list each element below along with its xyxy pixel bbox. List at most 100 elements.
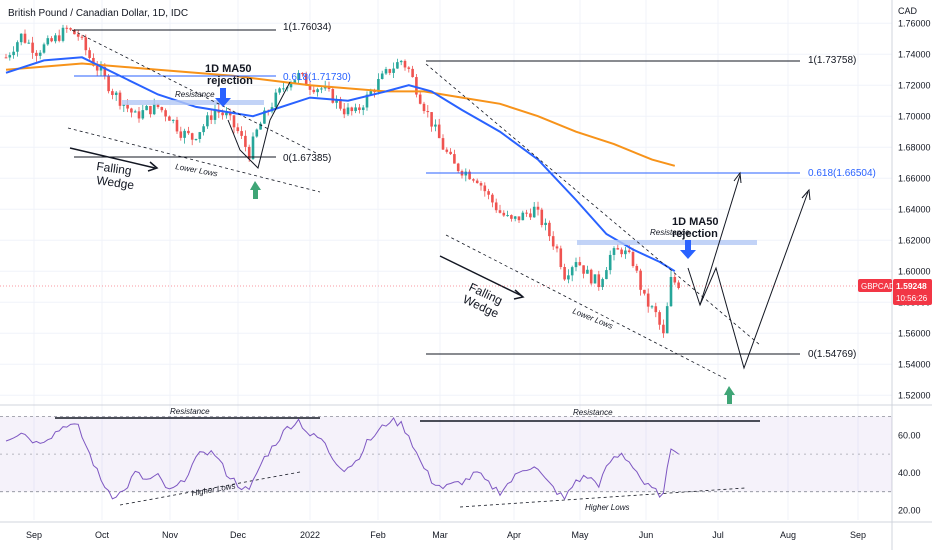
- candle-body: [133, 111, 137, 113]
- candle-body: [107, 75, 110, 92]
- time-axis: Sep Oct Nov Dec 2022 Feb Mar Apr May Jun Jul Aug Sep: [26, 530, 866, 540]
- resistance-2-label: Resistance: [650, 228, 690, 237]
- candle-body: [399, 60, 403, 63]
- candle-body: [160, 107, 164, 111]
- candle-body: [95, 65, 99, 71]
- ma50-rejection-1-line2: rejection: [207, 75, 253, 87]
- candle-body: [141, 110, 145, 119]
- candle-body: [521, 212, 525, 221]
- time-tick: Aug: [780, 530, 796, 540]
- buy-arrow-1: [250, 181, 261, 199]
- ma50-rejection-1-line1: 1D MA50: [205, 63, 251, 75]
- candle-body: [654, 306, 658, 313]
- candle-body: [620, 249, 623, 255]
- candle-body: [301, 72, 304, 75]
- wedge1-arrow: [69, 147, 156, 169]
- candle-body: [532, 206, 536, 218]
- rsi-tick: 20.00: [898, 506, 921, 516]
- candle-body: [449, 151, 452, 155]
- candle-body: [126, 104, 129, 109]
- candle-body: [293, 80, 297, 84]
- candle-body: [198, 132, 202, 139]
- candle-body: [8, 55, 12, 58]
- candle-body: [525, 212, 528, 214]
- candle-body: [175, 119, 179, 132]
- candle-body: [472, 179, 475, 181]
- candle-body: [244, 135, 247, 147]
- candle-body: [601, 279, 604, 288]
- candle-body: [646, 293, 650, 307]
- resistance-zone-1: [122, 100, 264, 105]
- candle-body: [251, 136, 255, 160]
- candle-body: [582, 265, 585, 274]
- time-tick: Oct: [95, 530, 110, 540]
- time-tick: Jul: [712, 530, 724, 540]
- candle-body: [350, 107, 354, 112]
- price-tick: 1.56000: [898, 328, 931, 338]
- candle-body: [593, 274, 597, 284]
- candle-body: [605, 270, 608, 280]
- candle-body: [502, 212, 506, 216]
- candle-body: [430, 112, 433, 127]
- candle-body: [510, 215, 513, 219]
- resistance-1-label: Resistance: [175, 90, 215, 99]
- projection-2b: [699, 174, 741, 306]
- wedge2-lower: [445, 234, 729, 381]
- candle-body: [65, 27, 69, 29]
- candle-body: [316, 89, 319, 93]
- candle-body: [650, 306, 654, 308]
- candle-body: [555, 246, 559, 249]
- wedge1-upper: [71, 29, 321, 156]
- candle-body: [411, 68, 414, 78]
- candle-body: [274, 92, 278, 108]
- candle-body: [69, 28, 72, 30]
- candle-body: [441, 138, 445, 150]
- projection-2: [687, 191, 809, 370]
- candle-body: [658, 312, 661, 325]
- candle-body: [673, 276, 677, 283]
- time-tick: Sep: [26, 530, 42, 540]
- chart-title: British Pound / Canadian Dollar, 1D, IDC: [8, 8, 189, 19]
- rsi-tick: 60.00: [898, 430, 921, 440]
- candle-body: [61, 27, 65, 41]
- candle-body: [221, 112, 224, 116]
- moving-averages: [5, 56, 676, 273]
- candle-body: [289, 83, 293, 88]
- time-tick: Nov: [162, 530, 179, 540]
- candle-body: [551, 236, 555, 247]
- candle-body: [320, 88, 323, 90]
- candle-body: [392, 68, 395, 73]
- candle-body: [377, 79, 380, 92]
- candle-body: [331, 89, 335, 103]
- candle-body: [282, 88, 285, 90]
- buy-arrow-2: [724, 386, 735, 404]
- candle-body: [194, 138, 198, 140]
- candle-body: [567, 275, 570, 280]
- falling-wedge-1-line1: Falling: [96, 159, 133, 178]
- candle-body: [578, 262, 582, 266]
- fib1-top-label: 1(1.76034): [283, 22, 331, 33]
- candle-body: [643, 289, 646, 294]
- price-tick: 1.68000: [898, 142, 931, 152]
- candle-body: [76, 34, 80, 37]
- price-tick: 1.54000: [898, 359, 931, 369]
- candle-body: [84, 37, 88, 51]
- candle-body: [88, 50, 91, 58]
- candle-body: [118, 92, 122, 106]
- ma200-line: [5, 62, 676, 167]
- fib2-top-label: 1(1.73758): [808, 55, 856, 66]
- candle-body: [346, 107, 350, 115]
- candle-body: [225, 112, 228, 116]
- candle-body: [202, 126, 205, 133]
- candle-body: [396, 62, 399, 69]
- candle-body: [403, 60, 407, 68]
- candle-body: [312, 89, 316, 93]
- candle-body: [164, 110, 167, 117]
- candle-body: [19, 33, 23, 43]
- candle-body: [31, 42, 34, 53]
- candle-body: [156, 103, 160, 108]
- candle-body: [475, 180, 479, 184]
- time-tick: Sep: [850, 530, 866, 540]
- higher-lows-2-label: Higher Lows: [585, 503, 629, 512]
